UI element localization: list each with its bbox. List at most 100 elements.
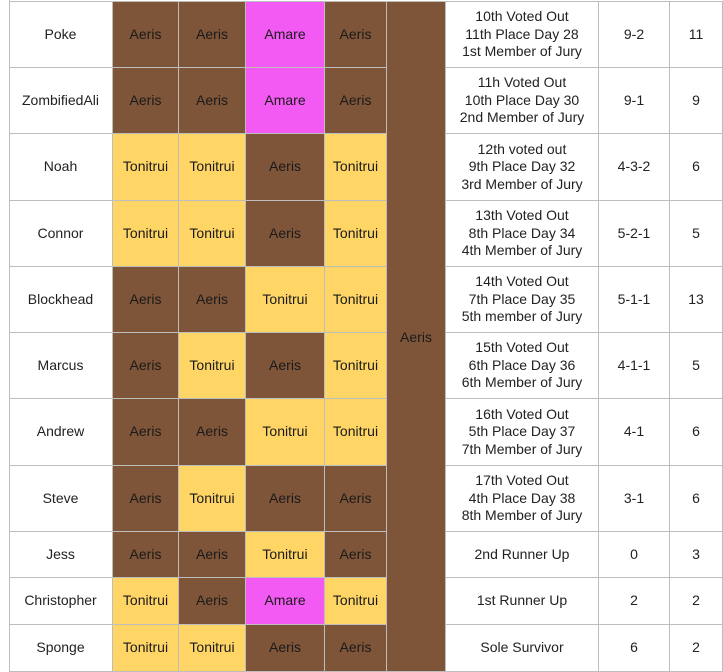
finish-text: 14th Voted Out 7th Place Day 35 5th member… — [462, 273, 583, 326]
finish-text: 13th Voted Out 8th Place Day 34 4th Member… — [462, 207, 583, 260]
vote-cell: Aeris — [325, 625, 387, 672]
castaway-name: Sponge — [9, 625, 113, 672]
finish-cell: 2nd Runner Up — [446, 532, 599, 578]
vote-cell: Tonitrui — [246, 532, 325, 578]
finish-line: 9th Place Day 32 — [468, 158, 576, 175]
stat-value: 9 — [670, 68, 723, 134]
finish-cell: 17th Voted Out 4th Place Day 38 8th Member… — [446, 466, 599, 532]
finish-text: 10th Voted Out 11th Place Day 28 1st Membe… — [462, 8, 582, 61]
vote-count: 3-1 — [599, 466, 670, 532]
finish-line: 6th Member of Jury — [461, 374, 583, 391]
vote-count: 6 — [599, 625, 670, 672]
stat-value: 2 — [670, 625, 723, 672]
castaway-name: Andrew — [9, 399, 113, 466]
vote-cell: Aeris — [179, 2, 246, 68]
vote-cell: Tonitrui — [179, 466, 246, 532]
finish-line: 16th Voted Out — [475, 405, 569, 422]
finish-text: Sole Survivor — [480, 639, 563, 657]
vote-cell: Aeris — [246, 333, 325, 399]
vote-cell: Aeris — [179, 68, 246, 134]
vote-cell: Amare — [246, 578, 325, 625]
vote-cell: Aeris — [113, 466, 179, 532]
vote-count: 5-2-1 — [599, 201, 670, 267]
finish-line: 11th Place Day 28 — [465, 25, 579, 42]
finish-text: 15th Voted Out 6th Place Day 36 6th Member… — [462, 339, 583, 392]
stat-value: 2 — [670, 578, 723, 625]
finish-text: 1st Runner Up — [477, 592, 567, 610]
stat-value: 5 — [670, 333, 723, 399]
vote-cell: Aeris — [325, 466, 387, 532]
finish-line: 8th Place Day 34 — [468, 224, 576, 241]
vote-cell: Tonitrui — [179, 333, 246, 399]
finish-cell: 14th Voted Out 7th Place Day 35 5th member… — [446, 267, 599, 333]
vote-cell: Amare — [246, 68, 325, 134]
castaway-name: Noah — [9, 134, 113, 201]
vote-cell: Tonitrui — [113, 625, 179, 672]
finish-line: 15th Voted Out — [475, 339, 569, 356]
finish-line: 6th Place Day 36 — [468, 356, 576, 373]
vote-count: 9-1 — [599, 68, 670, 134]
finish-line: 2nd Runner Up — [474, 545, 570, 562]
castaway-name: ZombifiedAli — [9, 68, 113, 134]
vote-cell: Aeris — [179, 399, 246, 466]
vote-cell: Tonitrui — [179, 201, 246, 267]
vote-count: 4-3-2 — [599, 134, 670, 201]
vote-cell: Tonitrui — [325, 134, 387, 201]
vote-cell: Aeris — [113, 532, 179, 578]
vote-cell: Aeris — [325, 2, 387, 68]
vote-cell: Tonitrui — [325, 267, 387, 333]
castaway-name: Christopher — [9, 578, 113, 625]
stat-value: 6 — [670, 134, 723, 201]
vote-cell: Aeris — [113, 267, 179, 333]
finish-cell: 12th voted out 9th Place Day 32 3rd Member… — [446, 134, 599, 201]
finish-text: 16th Voted Out 5th Place Day 37 7th Member… — [462, 406, 583, 459]
stat-value: 11 — [670, 2, 723, 68]
finish-cell: Sole Survivor — [446, 625, 599, 672]
finish-line: 10th Place Day 30 — [464, 91, 580, 108]
finish-line: 14th Voted Out — [475, 273, 569, 290]
vote-cell: Amare — [246, 2, 325, 68]
vote-cell: Tonitrui — [325, 578, 387, 625]
castaway-name: Poke — [9, 2, 113, 68]
castaway-name: Jess — [9, 532, 113, 578]
vote-cell: Aeris — [179, 578, 246, 625]
stat-value: 5 — [670, 201, 723, 267]
finish-line: 7th Place Day 35 — [468, 290, 576, 307]
castaway-name: Connor — [9, 201, 113, 267]
vote-cell: Aeris — [246, 466, 325, 532]
vote-cell: Aeris — [179, 532, 246, 578]
table-left-border — [9, 0, 10, 672]
vote-cell: Aeris — [113, 2, 179, 68]
finish-line: 1st Runner Up — [476, 592, 568, 609]
vote-count: 9-2 — [599, 2, 670, 68]
finish-line: 10th Voted Out — [475, 8, 569, 25]
vote-cell: Tonitrui — [325, 399, 387, 466]
vote-cell: Aeris — [113, 399, 179, 466]
finish-line: 12th voted out — [477, 140, 567, 157]
finish-cell: 13th Voted Out 8th Place Day 34 4th Member… — [446, 201, 599, 267]
vote-count: 5-1-1 — [599, 267, 670, 333]
finish-line: 2nd Member of Jury — [459, 109, 585, 126]
stat-value: 6 — [670, 399, 723, 466]
vote-cell: Tonitrui — [246, 399, 325, 466]
vote-cell: Tonitrui — [325, 333, 387, 399]
vote-cell: Aeris — [325, 532, 387, 578]
finish-text: 17th Voted Out 4th Place Day 38 8th Member… — [462, 472, 583, 525]
castaway-name: Steve — [9, 466, 113, 532]
finish-line: 8th Member of Jury — [461, 507, 583, 524]
vote-count: 4-1-1 — [599, 333, 670, 399]
vote-cell: Tonitrui — [246, 267, 325, 333]
finish-cell: 11h Voted Out 10th Place Day 30 2nd Member… — [446, 68, 599, 134]
table-top-border — [9, 1, 723, 2]
stat-value: 13 — [670, 267, 723, 333]
finish-line: 7th Member of Jury — [461, 440, 583, 457]
vote-count: 2 — [599, 578, 670, 625]
vote-cell: Aeris — [113, 68, 179, 134]
finish-line: 5th member of Jury — [461, 308, 583, 325]
vote-cell: Aeris — [179, 267, 246, 333]
vote-count: 0 — [599, 532, 670, 578]
finish-line: 4th Member of Jury — [461, 242, 583, 259]
finish-text: 2nd Runner Up — [475, 546, 570, 564]
vote-cell: Tonitrui — [179, 625, 246, 672]
